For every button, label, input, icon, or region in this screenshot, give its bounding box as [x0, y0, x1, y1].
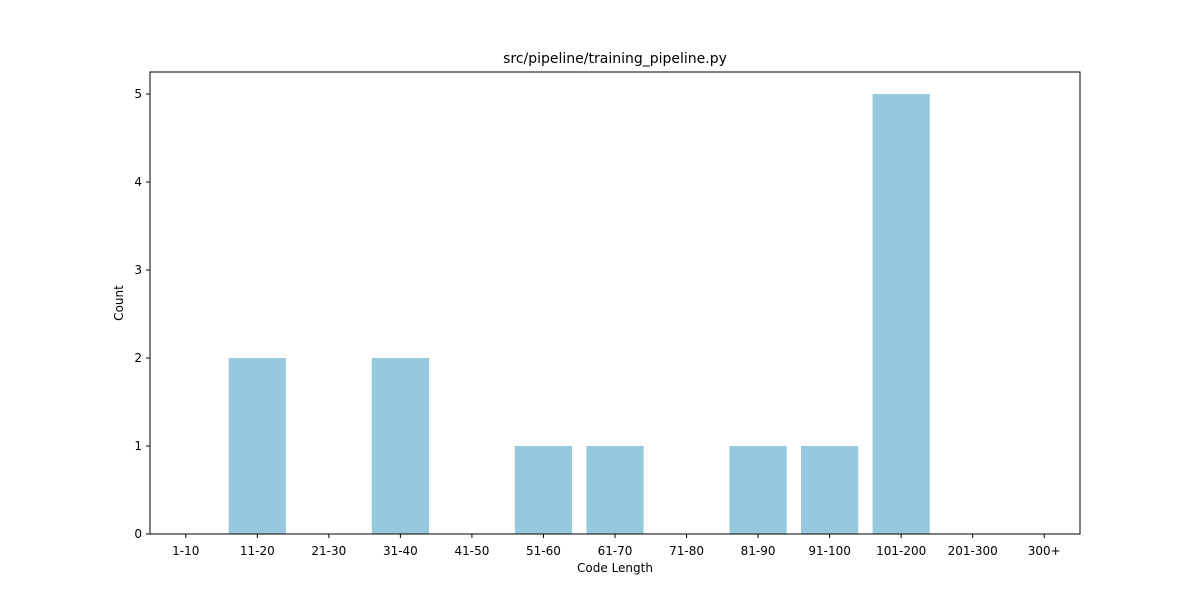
- x-tick-label: 51-60: [526, 544, 561, 558]
- x-tick-label: 11-20: [240, 544, 275, 558]
- bar-61-70: [586, 446, 643, 534]
- y-tick-label: 0: [134, 527, 142, 541]
- y-tick-label: 2: [134, 351, 142, 365]
- x-tick-label: 71-80: [669, 544, 704, 558]
- y-axis-label: Count: [112, 285, 126, 321]
- chart-title: src/pipeline/training_pipeline.py: [503, 51, 727, 67]
- y-tick-label: 5: [134, 87, 142, 101]
- x-tick-label: 91-100: [808, 544, 851, 558]
- x-tick-label: 21-30: [311, 544, 346, 558]
- x-tick-label: 1-10: [172, 544, 199, 558]
- x-tick-label: 31-40: [383, 544, 418, 558]
- y-tick-label: 3: [134, 263, 142, 277]
- bar-81-90: [729, 446, 786, 534]
- x-axis-ticks: 1-10 11-20 21-30 31-40 41-50 51-60 61-70 71-80 8…: [172, 534, 1061, 558]
- bar-51-60: [515, 446, 572, 534]
- bar-31-40: [372, 358, 429, 534]
- bar-101-200: [873, 94, 930, 534]
- x-tick-label: 61-70: [598, 544, 633, 558]
- y-tick-label: 4: [134, 175, 142, 189]
- x-tick-label: 41-50: [454, 544, 489, 558]
- x-tick-label: 101-200: [876, 544, 926, 558]
- y-axis-ticks: 0 1 2 3 4 5: [134, 87, 150, 541]
- x-tick-label: 201-300: [948, 544, 998, 558]
- bar-11-20: [229, 358, 286, 534]
- bar-91-100: [801, 446, 858, 534]
- x-tick-label: 300+: [1028, 544, 1061, 558]
- x-tick-label: 81-90: [741, 544, 776, 558]
- bars-layer: [229, 94, 930, 534]
- y-tick-label: 1: [134, 439, 142, 453]
- x-axis-label: Code Length: [577, 561, 653, 575]
